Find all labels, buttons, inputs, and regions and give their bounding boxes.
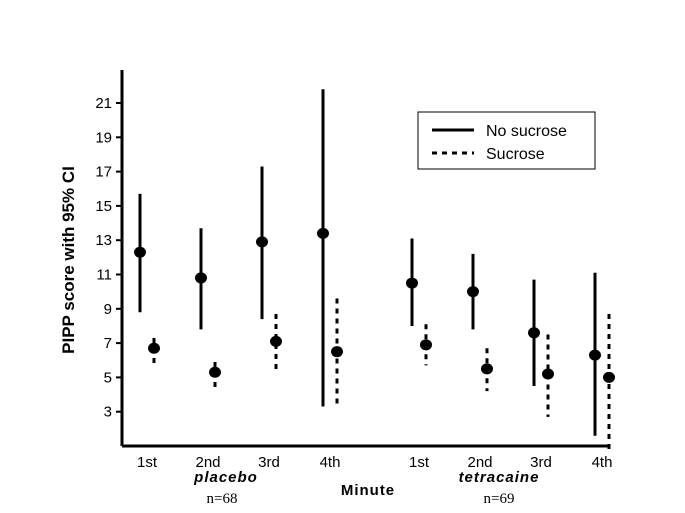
mean-point — [209, 366, 221, 378]
mean-point — [317, 227, 329, 239]
mean-point — [603, 371, 615, 383]
mean-point — [406, 277, 418, 289]
mean-point — [528, 327, 540, 339]
y-tick-label: 9 — [104, 301, 112, 318]
y-tick-label: 15 — [95, 198, 112, 215]
mean-point — [467, 286, 479, 298]
chart-marks — [134, 89, 615, 450]
y-axis-title: PIPP score with 95% CI — [59, 166, 78, 354]
y-tick-label: 19 — [95, 129, 112, 146]
y-tick-label: 13 — [95, 232, 112, 249]
y-tick-label: 5 — [104, 369, 112, 386]
mean-point — [542, 368, 554, 380]
x-tick-label: 1st — [137, 454, 158, 471]
legend-label-sucrose: Sucrose — [486, 146, 545, 163]
legend-box — [417, 111, 596, 170]
legend-label-no-sucrose: No sucrose — [486, 123, 567, 140]
x-tick-label: 4th — [592, 454, 613, 471]
x-tick-label: 3rd — [530, 454, 552, 471]
x-tick-label: 1st — [409, 454, 430, 471]
axes: 3 5 7 9 11 13 15 17 19 21 1st 2nd 3rd 4th 1st 2nd 3rd 4th — [95, 70, 612, 471]
mean-point — [148, 342, 160, 354]
x-tick-label: 2nd — [467, 454, 492, 471]
x-tick-label: 3rd — [258, 454, 280, 471]
mean-point — [256, 236, 268, 248]
mean-point — [270, 335, 282, 347]
mean-point — [331, 346, 343, 358]
x-tick-label: 4th — [320, 454, 341, 471]
mean-point — [195, 272, 207, 284]
x-tick-label: 2nd — [195, 454, 220, 471]
legend: No sucrose Sucrose — [417, 111, 596, 170]
mean-point — [589, 349, 601, 361]
group-label-placebo: placebo — [193, 469, 258, 486]
mean-point — [420, 339, 432, 351]
y-tick-label: 17 — [95, 164, 112, 181]
mean-point — [481, 363, 493, 375]
y-tick-label: 11 — [96, 267, 112, 284]
y-tick-label: 3 — [104, 404, 112, 421]
group-n-placebo: n=68 — [207, 491, 238, 507]
x-axis-title: Minute — [341, 482, 395, 499]
mean-point — [134, 246, 146, 258]
y-tick-label: 7 — [104, 335, 112, 352]
group-n-tetracaine: n=69 — [484, 491, 515, 507]
y-tick-label: 21 — [95, 95, 112, 112]
group-label-tetracaine: tetracaine — [459, 469, 540, 486]
